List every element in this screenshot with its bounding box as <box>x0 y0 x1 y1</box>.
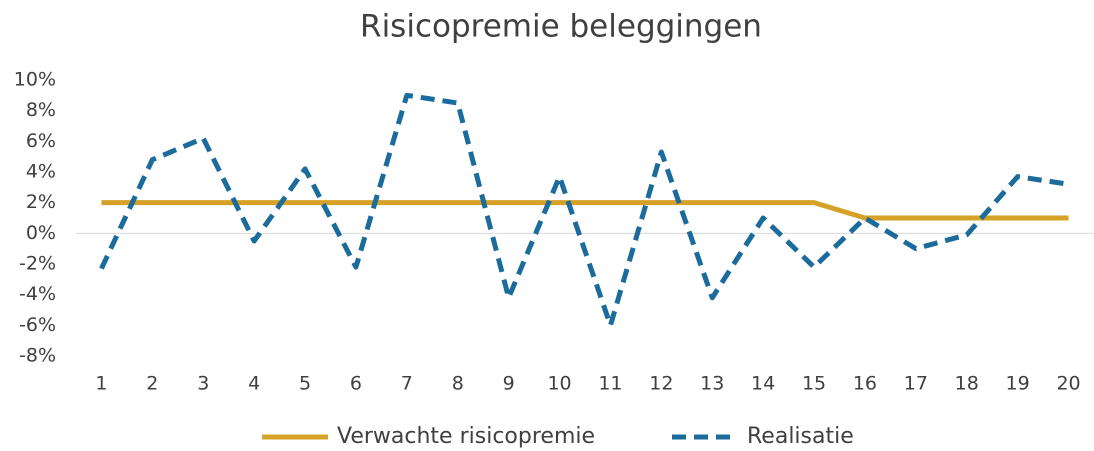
series-line <box>101 200 1069 221</box>
y-tick-label: -6% <box>19 314 56 336</box>
legend-label: Verwachte risicopremie <box>337 424 595 449</box>
y-tick-label: 4% <box>26 161 56 183</box>
x-tick-label: 5 <box>299 373 311 395</box>
x-tick-label: 9 <box>503 373 515 395</box>
x-tick-label: 18 <box>955 373 979 395</box>
legend-label: Realisatie <box>747 424 854 449</box>
x-tick-label: 20 <box>1056 373 1080 395</box>
y-tick-label: 10% <box>14 69 56 91</box>
x-tick-label: 13 <box>700 373 724 395</box>
y-tick-label: 6% <box>26 130 56 152</box>
x-tick-label: 12 <box>649 373 673 395</box>
x-tick-label: 19 <box>1006 373 1030 395</box>
x-tick-label: 17 <box>904 373 928 395</box>
series-line <box>99 92 1069 328</box>
chart-title: Risicopremie beleggingen <box>360 9 762 45</box>
x-tick-label: 7 <box>401 373 413 395</box>
y-tick-label: 2% <box>26 191 56 213</box>
y-tick-label: 0% <box>26 222 56 244</box>
x-tick-label: 15 <box>802 373 826 395</box>
x-tick-label: 8 <box>452 373 464 395</box>
x-tick-label: 10 <box>547 373 571 395</box>
x-tick-label: 14 <box>751 373 775 395</box>
x-tick-label: 16 <box>853 373 877 395</box>
y-tick-label: -8% <box>19 345 56 367</box>
x-tick-label: 1 <box>95 373 107 395</box>
x-tick-label: 2 <box>146 373 158 395</box>
x-tick-label: 3 <box>197 373 209 395</box>
x-tick-label: 11 <box>598 373 622 395</box>
y-tick-label: 8% <box>26 99 56 121</box>
y-tick-label: -4% <box>19 283 56 305</box>
x-tick-label: 4 <box>248 373 260 395</box>
x-tick-label: 6 <box>350 373 362 395</box>
y-tick-label: -2% <box>19 253 56 275</box>
